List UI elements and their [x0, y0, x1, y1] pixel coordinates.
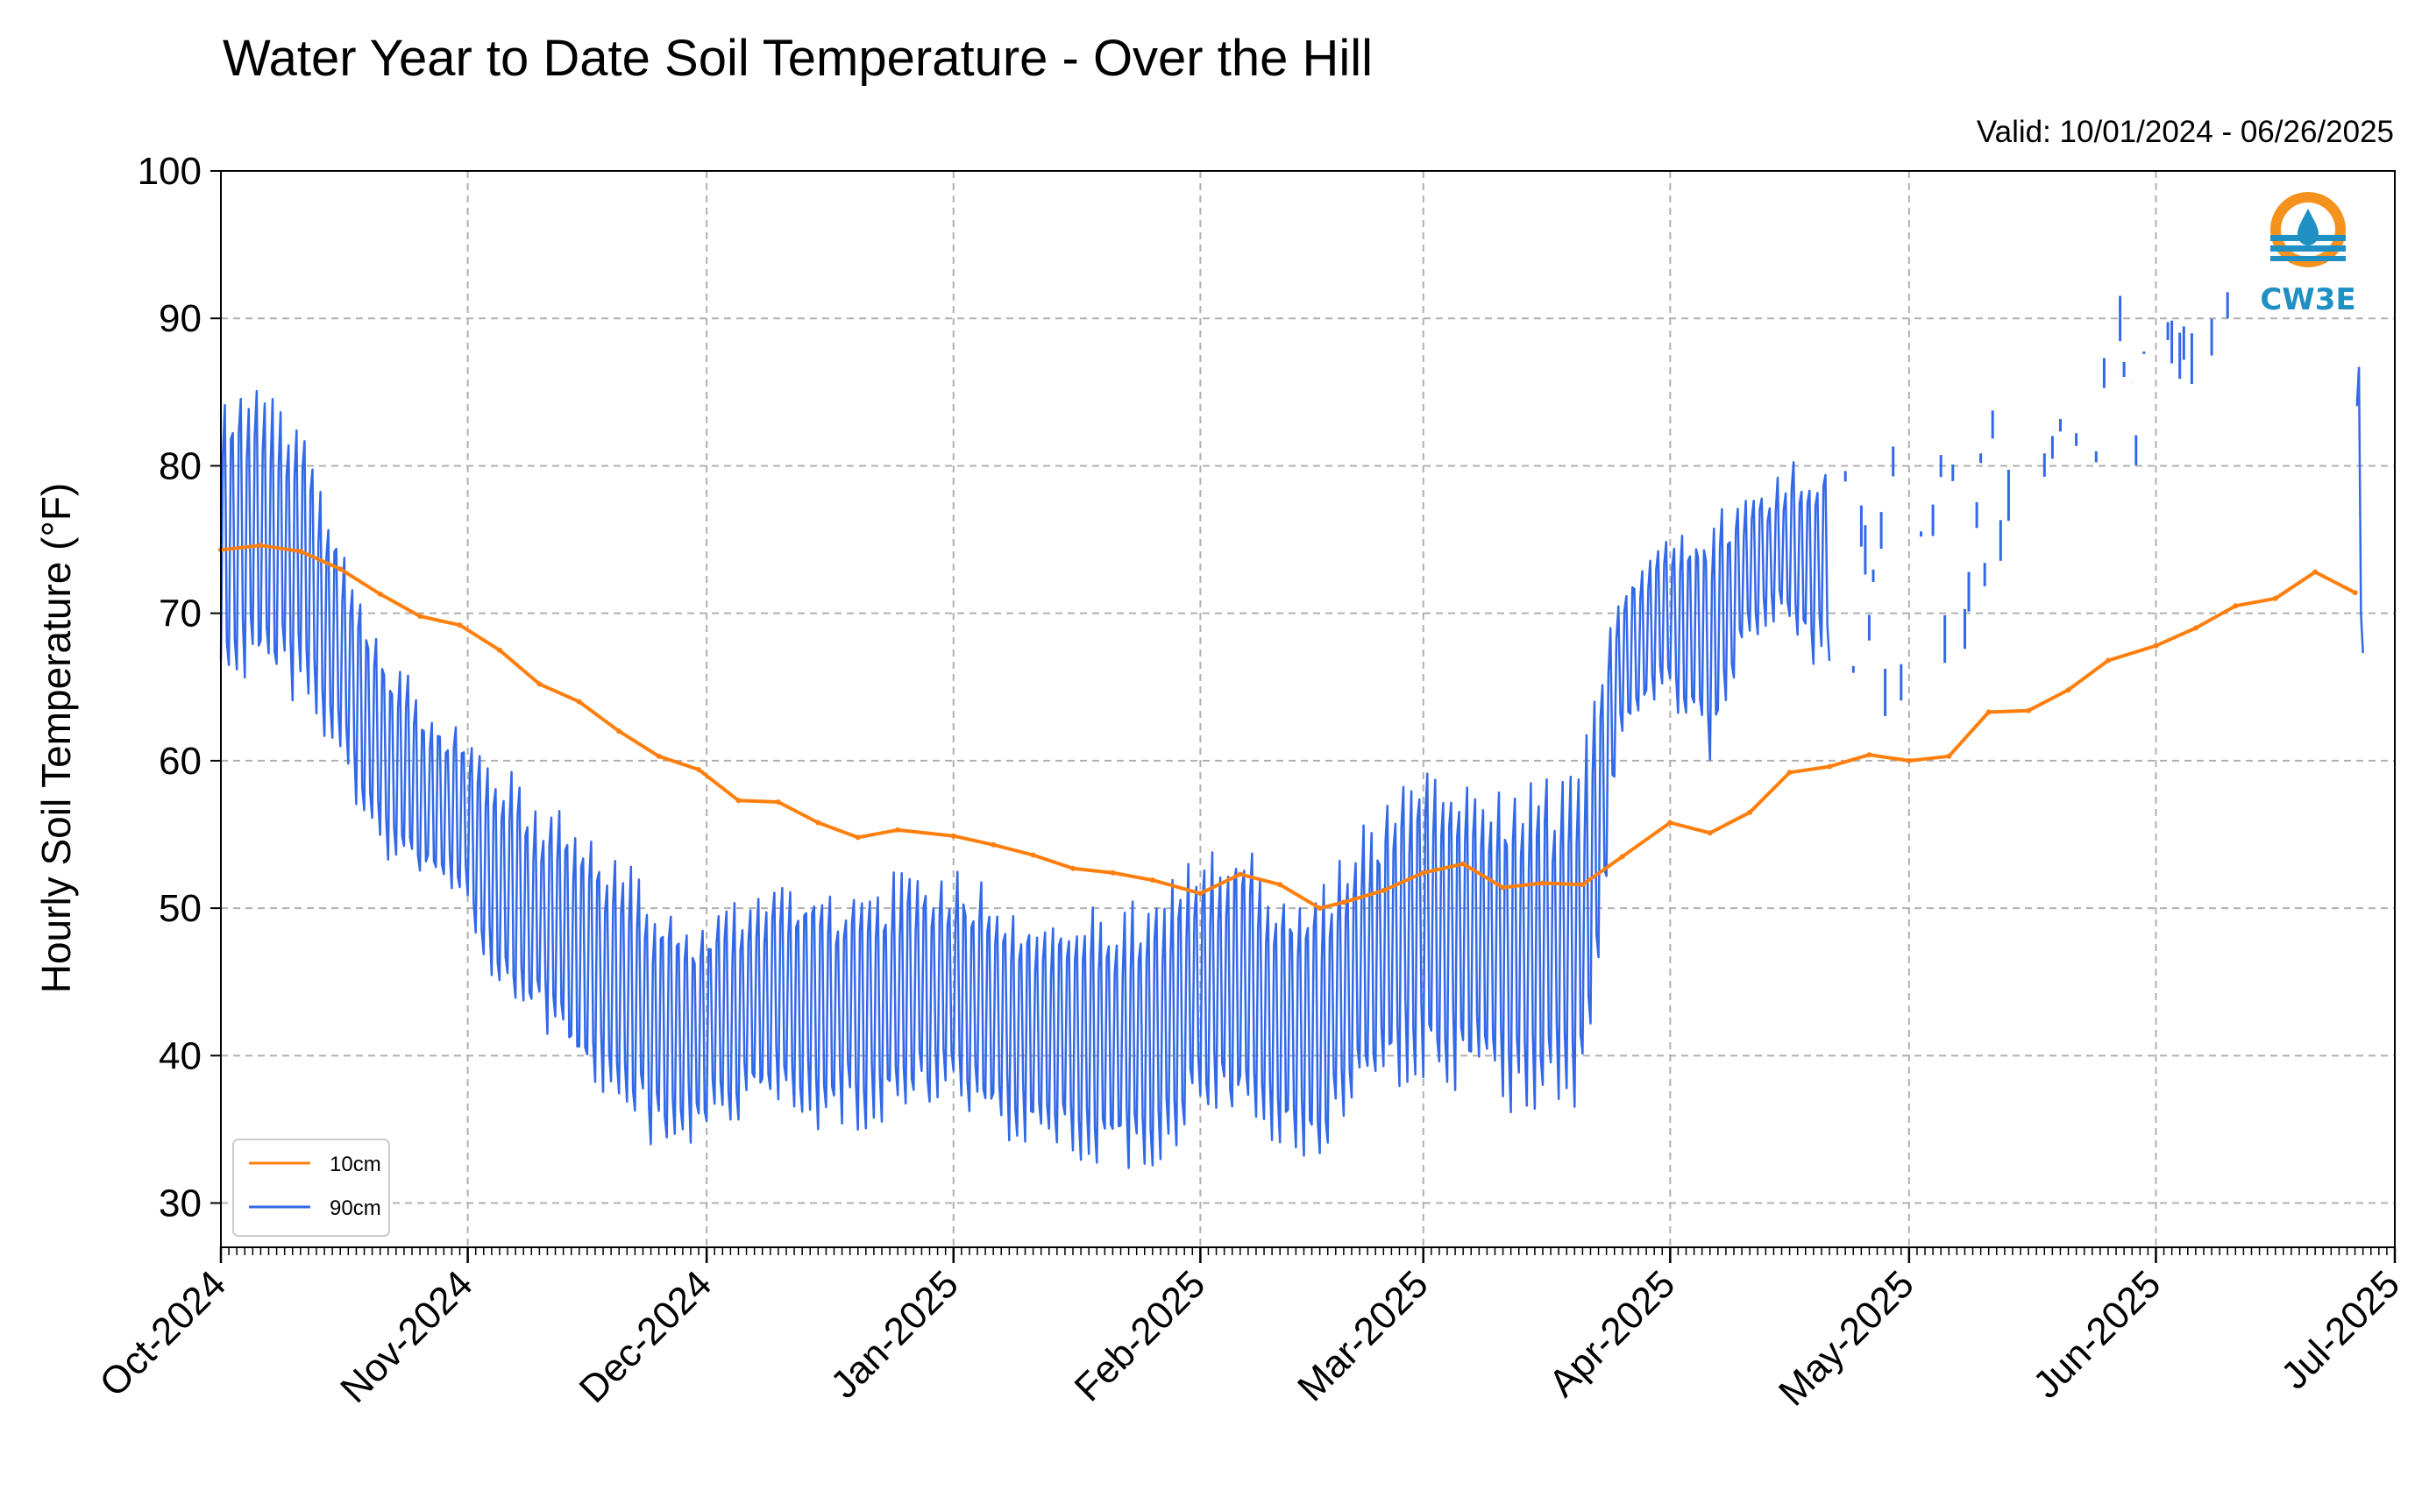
y-tick-label: 50 [159, 887, 202, 930]
series-10cm-point [2153, 642, 2159, 649]
series-10cm-point [1030, 852, 1036, 858]
series-10cm-point [1827, 763, 1832, 770]
legend-label-90cm: 90cm [330, 1196, 381, 1220]
series-10cm-point [1786, 770, 1793, 776]
series-10cm-point [297, 549, 303, 554]
series-10cm-point [1866, 752, 1872, 758]
series-10cm-point [2272, 595, 2278, 601]
series-10cm-point [895, 827, 901, 833]
series-10cm-point [417, 614, 423, 619]
logo-wave-icon [2270, 256, 2346, 261]
series-10cm-point [1381, 887, 1387, 893]
series-10cm-point [1667, 820, 1673, 826]
y-tick-label: 100 [138, 150, 202, 193]
series-90cm-line-late [2355, 366, 2364, 654]
series-10cm-point [457, 622, 463, 628]
series-10cm-point [377, 591, 383, 597]
series-10cm-point [576, 699, 582, 705]
series-10cm-point [2106, 657, 2111, 664]
series-10cm-point [1197, 891, 1204, 897]
series-10cm-line [220, 543, 2356, 911]
series-10cm-point [815, 820, 821, 826]
series-10cm-point [1340, 899, 1346, 905]
series-10cm-point [1420, 870, 1426, 876]
series-10cm-point [1070, 865, 1076, 871]
series-10cm-point [2312, 569, 2319, 575]
chart-title: Water Year to Date Soil Temperature - Ov… [223, 30, 1373, 87]
series-10cm-point [855, 834, 861, 841]
series-90cm-line [219, 389, 1831, 1169]
axes [210, 170, 2397, 1263]
series-10cm-point [496, 647, 502, 653]
y-axis-label: Hourly Soil Temperature (°F) [33, 483, 79, 994]
series-10cm-point [1747, 809, 1753, 815]
series-10cm-point [775, 799, 781, 805]
logo-wave-icon [2270, 245, 2346, 252]
axes-frame [220, 170, 2396, 1248]
series-10cm-point [1707, 830, 1713, 836]
series-10cm-point [337, 566, 344, 572]
series-10cm-point [1277, 882, 1283, 888]
series-10cm-point [1540, 880, 1545, 886]
series-10cm-point [1317, 905, 1323, 912]
series-10cm-point [950, 833, 956, 839]
series-10cm-point [656, 753, 662, 759]
legend: 10cm 90cm [232, 1139, 390, 1237]
series-10cm-point [1460, 861, 1467, 867]
series-10cm-point [536, 681, 543, 687]
series-10cm-point [1500, 884, 1506, 891]
y-tick-label: 60 [159, 740, 202, 783]
series-10cm-point [258, 543, 264, 549]
series-10cm-point [1580, 882, 1586, 888]
series-10cm-point [1985, 709, 1992, 715]
series-10cm-point [1619, 854, 1625, 860]
series-10cm-point [616, 728, 622, 735]
series-10cm-point [1237, 871, 1243, 877]
series-10cm-point [2192, 625, 2198, 631]
series-10cm-point [2026, 707, 2032, 713]
y-tick-label: 90 [159, 297, 202, 340]
series-10cm-point [2065, 687, 2071, 693]
series-10cm-point [991, 841, 997, 848]
series-10cm-point [2352, 590, 2358, 596]
valid-date-range: Valid: 10/01/2024 - 06/26/2025 [1977, 115, 2394, 149]
y-tick-label: 40 [159, 1034, 202, 1077]
series-10cm-point [696, 767, 702, 772]
logo-wave-icon [2270, 235, 2346, 241]
series-10cm-point [1946, 753, 1952, 759]
series-10cm-point [1110, 870, 1116, 876]
series-10cm-point [1906, 757, 1912, 763]
y-tick-label: 70 [159, 593, 202, 635]
y-tick-label: 80 [159, 444, 202, 487]
logo-text: CW3E [2260, 282, 2355, 317]
plot-area [218, 292, 2364, 1169]
series-10cm-point [1149, 877, 1155, 884]
y-tick-label: 30 [159, 1182, 202, 1225]
cw3e-logo: CW3E [2260, 192, 2356, 317]
legend-label-10cm: 10cm [330, 1153, 381, 1176]
series-10cm-point [735, 798, 742, 804]
series-10cm-point [2233, 603, 2239, 609]
